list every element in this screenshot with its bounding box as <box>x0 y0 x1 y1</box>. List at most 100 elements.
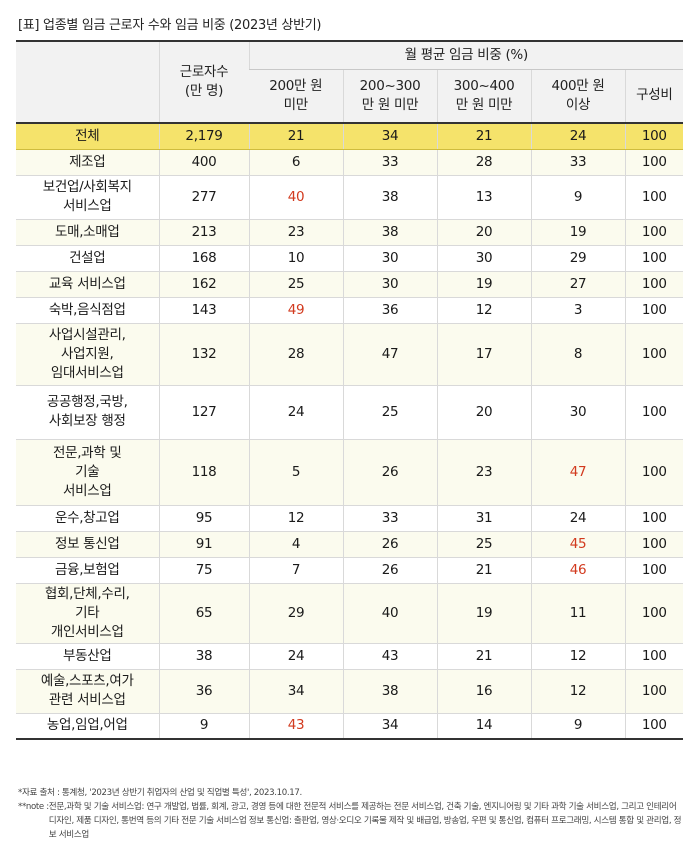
footnotes: * 자료 출처 : 통계청, '2023년 상반기 취업자의 산업 및 직업별 … <box>18 786 682 842</box>
cell-300-400: 30 <box>436 245 531 272</box>
header-col-200-300: 200~300 만 원 미만 <box>342 69 437 124</box>
cell-industry: 보건업/사회복지 서비스업 <box>16 175 159 220</box>
table-row: 보건업/사회복지 서비스업 277 40 38 13 9 100 <box>16 175 684 220</box>
cell-composition: 100 <box>624 245 684 272</box>
cell-under-200: 40 <box>248 175 343 220</box>
cell-industry: 도매,소매업 <box>16 219 159 246</box>
cell-200-300: 33 <box>342 505 437 532</box>
cell-200-300: 30 <box>342 245 437 272</box>
footnote-mark: * <box>18 788 22 798</box>
table-row: 정보 통신업 91 4 26 25 45 100 <box>16 531 684 558</box>
cell-200-300: 38 <box>342 175 437 220</box>
cell-300-400: 20 <box>436 385 531 440</box>
cell-300-400: 16 <box>436 669 531 714</box>
cell-under-200: 23 <box>248 219 343 246</box>
cell-workers: 127 <box>158 385 249 440</box>
header-col-over-400: 400만 원 이상 <box>530 69 625 124</box>
cell-over-400: 12 <box>530 669 625 714</box>
cell-under-200: 24 <box>248 643 343 670</box>
cell-composition: 100 <box>624 219 684 246</box>
cell-300-400: 21 <box>436 123 531 150</box>
cell-industry: 금융,보험업 <box>16 557 159 584</box>
cell-industry: 건설업 <box>16 245 159 272</box>
cell-composition: 100 <box>624 643 684 670</box>
cell-under-200: 7 <box>248 557 343 584</box>
cell-workers: 75 <box>158 557 249 584</box>
cell-composition: 100 <box>624 149 684 176</box>
cell-200-300: 34 <box>342 123 437 150</box>
cell-200-300: 33 <box>342 149 437 176</box>
cell-over-400: 11 <box>530 583 625 644</box>
cell-200-300: 47 <box>342 323 437 386</box>
table-row: 부동산업 38 24 43 21 12 100 <box>16 643 684 670</box>
cell-workers: 118 <box>158 439 249 506</box>
cell-over-400: 24 <box>530 123 625 150</box>
cell-composition: 100 <box>624 505 684 532</box>
cell-workers: 168 <box>158 245 249 272</box>
cell-composition: 100 <box>624 713 684 740</box>
cell-under-200: 49 <box>248 297 343 324</box>
footnote-text: 자료 출처 : 통계청, '2023년 상반기 취업자의 산업 및 직업별 특성… <box>21 788 302 798</box>
table-row: 건설업 168 10 30 30 29 100 <box>16 245 684 272</box>
cell-under-200: 21 <box>248 123 343 150</box>
cell-over-400: 24 <box>530 505 625 532</box>
cell-workers: 277 <box>158 175 249 220</box>
table-row: 예술,스포츠,여가 관련 서비스업 36 34 38 16 12 100 <box>16 669 684 714</box>
cell-workers: 95 <box>158 505 249 532</box>
cell-under-200: 28 <box>248 323 343 386</box>
table-row-total: 전체 2,179 21 34 21 24 100 <box>16 123 684 150</box>
cell-300-400: 13 <box>436 175 531 220</box>
cell-industry: 제조업 <box>16 149 159 176</box>
cell-over-400: 47 <box>530 439 625 506</box>
cell-industry: 농업,임업,어업 <box>16 713 159 740</box>
cell-over-400: 33 <box>530 149 625 176</box>
cell-over-400: 46 <box>530 557 625 584</box>
cell-composition: 100 <box>624 175 684 220</box>
cell-200-300: 26 <box>342 557 437 584</box>
cell-workers: 9 <box>158 713 249 740</box>
cell-workers: 38 <box>158 643 249 670</box>
header-col-300-400: 300~400 만 원 미만 <box>436 69 531 124</box>
cell-under-200: 10 <box>248 245 343 272</box>
cell-200-300: 26 <box>342 531 437 558</box>
table-row: 공공행정,국방, 사회보장 행정 127 24 25 20 30 100 <box>16 385 684 440</box>
cell-300-400: 28 <box>436 149 531 176</box>
cell-300-400: 23 <box>436 439 531 506</box>
cell-under-200: 4 <box>248 531 343 558</box>
cell-300-400: 17 <box>436 323 531 386</box>
table-row: 농업,임업,어업 9 43 34 14 9 100 <box>16 713 684 740</box>
table-row: 교육 서비스업 162 25 30 19 27 100 <box>16 271 684 298</box>
table-body: 전체 2,179 21 34 21 24 100 제조업 400 6 33 28 33 100 보건업/사회… <box>16 123 684 740</box>
cell-300-400: 20 <box>436 219 531 246</box>
cell-workers: 65 <box>158 583 249 644</box>
footnote-mark: **note : <box>18 802 49 812</box>
cell-300-400: 31 <box>436 505 531 532</box>
table-row: 전문,과학 및 기술 서비스업 118 5 26 23 47 100 <box>16 439 684 506</box>
cell-200-300: 30 <box>342 271 437 298</box>
cell-composition: 100 <box>624 669 684 714</box>
header-col-composition: 구성비 <box>624 69 684 124</box>
cell-industry: 부동산업 <box>16 643 159 670</box>
footnote-note: **note : 전문,과학 및 기술 서비스업: 연구 개발업, 법률, 회계… <box>18 800 682 842</box>
cell-200-300: 36 <box>342 297 437 324</box>
cell-200-300: 34 <box>342 713 437 740</box>
cell-300-400: 14 <box>436 713 531 740</box>
cell-300-400: 19 <box>436 583 531 644</box>
cell-200-300: 25 <box>342 385 437 440</box>
cell-under-200: 12 <box>248 505 343 532</box>
cell-200-300: 38 <box>342 219 437 246</box>
cell-over-400: 30 <box>530 385 625 440</box>
cell-industry: 사업시설관리, 사업지원, 임대서비스업 <box>16 323 159 386</box>
cell-under-200: 24 <box>248 385 343 440</box>
cell-composition: 100 <box>624 297 684 324</box>
cell-workers: 2,179 <box>158 123 249 150</box>
cell-under-200: 43 <box>248 713 343 740</box>
table-row: 사업시설관리, 사업지원, 임대서비스업 132 28 47 17 8 100 <box>16 323 684 386</box>
cell-200-300: 40 <box>342 583 437 644</box>
cell-over-400: 8 <box>530 323 625 386</box>
cell-200-300: 26 <box>342 439 437 506</box>
cell-industry: 예술,스포츠,여가 관련 서비스업 <box>16 669 159 714</box>
cell-industry: 공공행정,국방, 사회보장 행정 <box>16 385 159 440</box>
cell-300-400: 21 <box>436 557 531 584</box>
cell-composition: 100 <box>624 439 684 506</box>
